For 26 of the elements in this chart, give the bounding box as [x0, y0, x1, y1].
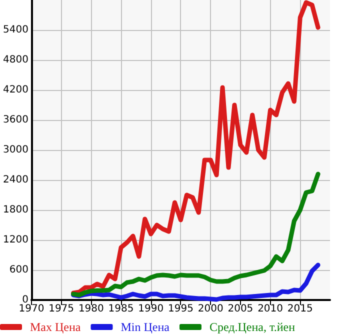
- x-tick-label: 1995: [168, 304, 194, 314]
- y-tick-label: 3600: [2, 114, 28, 126]
- x-tick-label: 2010: [258, 304, 284, 314]
- x-tick-label: 2015: [287, 304, 313, 314]
- y-tick-label: 2400: [2, 174, 28, 186]
- line-series: [70, 172, 320, 298]
- y-tick-label: 4200: [2, 84, 28, 96]
- y-tick-label: 1200: [2, 234, 28, 246]
- y-tick-label: 0: [22, 294, 28, 306]
- x-tick-label: 2005: [228, 304, 254, 314]
- x-tick-label: 1990: [138, 304, 164, 314]
- x-tick-label: 1970: [18, 304, 44, 314]
- x-tick-label: 1985: [108, 304, 134, 314]
- legend-label: Сред.Цена, т.йен: [209, 320, 296, 334]
- legend-label: Min Цена: [120, 320, 170, 334]
- legend-label: Max Цена: [30, 320, 82, 334]
- y-tick-label: 600: [9, 264, 28, 276]
- line-series: [70, 0, 320, 296]
- y-tick-label: 3000: [2, 144, 28, 156]
- x-tick-label: 1980: [78, 304, 104, 314]
- y-tick-label: 4800: [2, 54, 28, 66]
- y-tick-label: 1800: [2, 204, 28, 216]
- y-tick-label: 5400: [2, 24, 28, 36]
- line-series: [70, 262, 320, 302]
- x-tick-label: 2000: [198, 304, 224, 314]
- x-tick-label: 1975: [48, 304, 74, 314]
